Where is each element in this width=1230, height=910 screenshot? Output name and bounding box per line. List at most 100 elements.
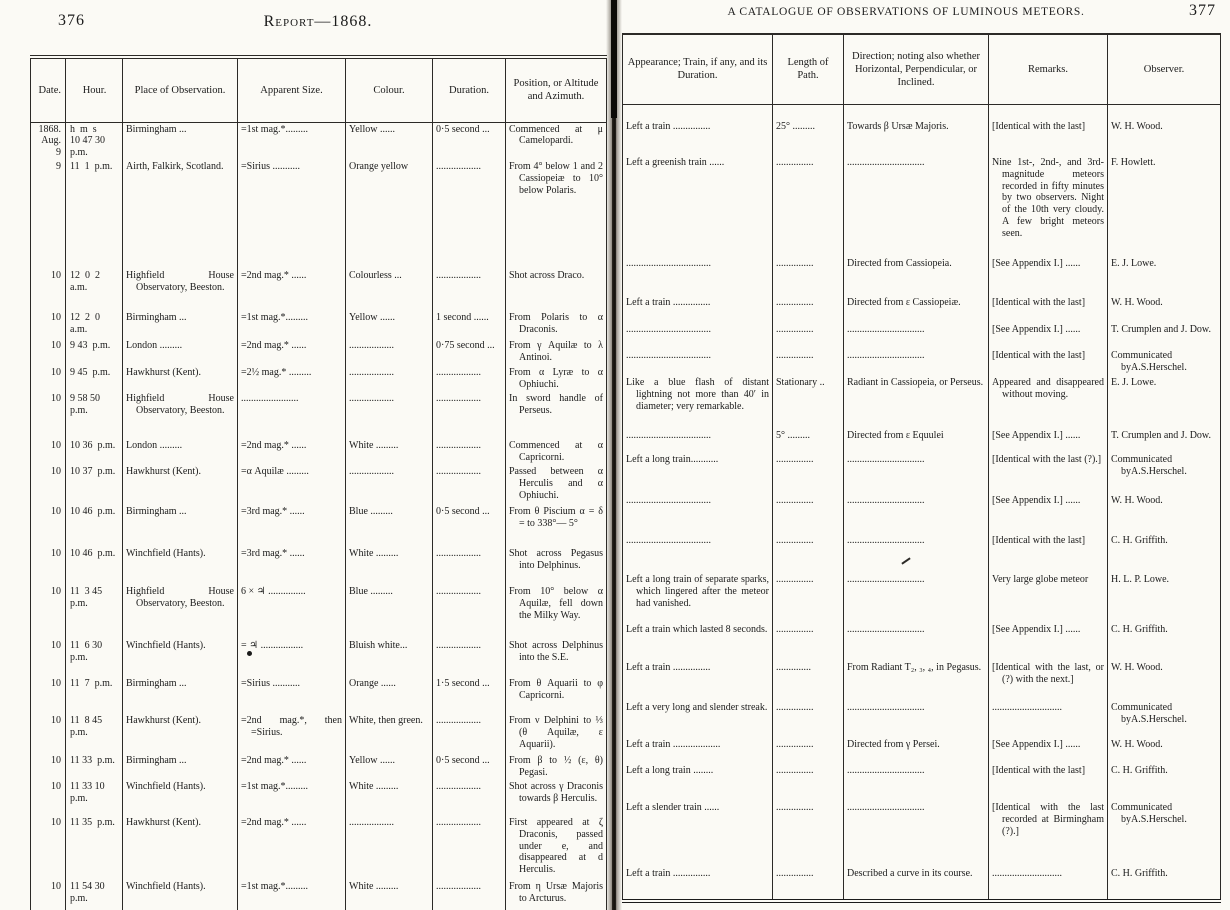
table-cell: [Identical with the last] — [988, 104, 1108, 156]
table-row: Left a long train.......................… — [622, 453, 1221, 494]
table-cell: ............................... — [843, 801, 989, 867]
table-cell: From θ Piscium α = δ = to 338°— 5° — [505, 505, 607, 547]
column-header: Place of Observation. — [122, 57, 238, 123]
table-row: ........................................… — [622, 257, 1221, 296]
column-header: Apparent Size. — [237, 57, 346, 123]
table-cell: ............................... — [843, 453, 989, 494]
header-row: Date. Hour. Place of Observation. Apparent … — [30, 57, 607, 123]
table-cell: 5° ......... — [772, 429, 844, 453]
table-cell: W. H. Wood. — [1107, 661, 1221, 701]
table-row: 10 10 36 p.m. London ......... =2nd mag.* .… — [30, 439, 607, 465]
table-cell: 10 — [30, 392, 66, 439]
table-cell: .............. — [772, 661, 844, 701]
table-cell: First appeared at ζ Draconis, passed und… — [505, 816, 607, 880]
table-cell: 10 — [30, 505, 66, 547]
table-row: 10 11 33 p.m. Birmingham ... =2nd mag.* ...… — [30, 754, 607, 780]
table-cell: ............... — [772, 156, 844, 257]
table-cell: 11 35 p.m. — [65, 816, 123, 880]
table-cell: ............................... — [843, 764, 989, 801]
table-cell: 11 3 45 p.m. — [65, 585, 123, 639]
table-cell: Colourless ... — [345, 269, 433, 311]
table-row: ........................................… — [622, 534, 1221, 573]
table-cell: Winchfield (Hants). — [122, 639, 238, 677]
table-cell: ............... — [772, 867, 844, 901]
table-cell: Nine 1st-, 2nd-, and 3rd-magnitude meteo… — [988, 156, 1108, 257]
table-cell: 1868. Aug. 9 — [30, 122, 66, 160]
table-cell: C. H. Griffith. — [1107, 623, 1221, 661]
table-cell: C. H. Griffith. — [1107, 867, 1221, 901]
table-row: Left a train ............... 25° ........… — [622, 104, 1221, 156]
table-row: 10 9 58 50 p.m. Highfield House Observator… — [30, 392, 607, 439]
table-cell: T. Crumplen and J. Dow. — [1107, 323, 1221, 349]
table-cell: From Radiant T₂, ₃, ₄, in Pegasus. — [843, 661, 989, 701]
column-header: Position, or Altitude and Azimuth. — [505, 57, 607, 123]
table-cell: [See Appendix I.] ...... — [988, 323, 1108, 349]
table-cell: 10 37 p.m. — [65, 465, 123, 505]
table-cell: Hawkhurst (Kent). — [122, 714, 238, 754]
table-cell: ............................ — [988, 701, 1108, 738]
table-cell: [See Appendix I.] ...... — [988, 623, 1108, 661]
table-cell: W. H. Wood. — [1107, 494, 1221, 534]
column-header: Length of Path. — [772, 34, 844, 105]
column-header: Appearance; Train, if any, and its Durat… — [622, 34, 773, 105]
table-cell: .................. — [432, 392, 506, 439]
table-cell: [Identical with the last] — [988, 349, 1108, 376]
table-cell: In sword handle of Perseus. — [505, 392, 607, 439]
table-cell: 10 — [30, 677, 66, 714]
table-cell: .................. — [432, 585, 506, 639]
table-cell: .................................. — [622, 257, 773, 296]
table-row: 10 11 8 45 p.m. Hawkhurst (Kent). =2nd mag.… — [30, 714, 607, 754]
column-header: Remarks. — [988, 34, 1108, 105]
table-cell: ....................... — [237, 392, 346, 439]
table-cell: ............... — [772, 349, 844, 376]
table-cell: Towards β Ursæ Majoris. — [843, 104, 989, 156]
table-cell: ............... — [772, 453, 844, 494]
table-cell: 10 — [30, 780, 66, 816]
page-number-right: 377 — [1189, 2, 1216, 19]
scan-artifact-dot — [247, 651, 252, 656]
table-cell: Hawkhurst (Kent). — [122, 465, 238, 505]
table-cell: 11 7 p.m. — [65, 677, 123, 714]
table-cell: White, then green. — [345, 714, 433, 754]
table-cell: Airth, Falkirk, Scotland. — [122, 160, 238, 269]
table-cell: From α Lyræ to α Ophiuchi. — [505, 366, 607, 392]
table-cell: C. H. Griffith. — [1107, 764, 1221, 801]
table-cell: 25° ......... — [772, 104, 844, 156]
table-row: Left a train ...........................… — [622, 738, 1221, 764]
table-cell: [Identical with the last recorded at Bir… — [988, 801, 1108, 867]
table-body-right: Left a train ............... 25° ........… — [622, 104, 1221, 901]
table-cell: .................................. — [622, 494, 773, 534]
table-cell: 0·5 second ... — [432, 754, 506, 780]
table-cell: 12 0 2 a.m. — [65, 269, 123, 311]
table-cell: =α Aquilæ ......... — [237, 465, 346, 505]
table-cell: = ♃ ................. — [237, 639, 346, 677]
table-cell: T. Crumplen and J. Dow. — [1107, 429, 1221, 453]
table-cell: C. H. Griffith. — [1107, 534, 1221, 573]
table-row: 10 10 46 p.m. Winchfield (Hants). =3rd mag.… — [30, 547, 607, 585]
column-header: Observer. — [1107, 34, 1221, 105]
table-cell: White ......... — [345, 880, 433, 910]
table-cell: From γ Aquilæ to λ Antinoi. — [505, 339, 607, 366]
table-cell: .................. — [345, 366, 433, 392]
table-cell: Radiant in Cassiopeia, or Perseus. — [843, 376, 989, 429]
table-row: 10 11 3 45 p.m. Highfield House Observator… — [30, 585, 607, 639]
table-cell: Shot across Delphinus into the S.E. — [505, 639, 607, 677]
table-cell: Orange ...... — [345, 677, 433, 714]
table-cell: Very large globe meteor — [988, 573, 1108, 623]
table-row: Left a slender train ...................… — [622, 801, 1221, 867]
table-cell: Communicated byA.S.Herschel. — [1107, 701, 1221, 738]
table-cell: Winchfield (Hants). — [122, 880, 238, 910]
table-row: 10 11 54 30 p.m. Winchfield (Hants). =1st m… — [30, 880, 607, 910]
table-cell: .................. — [432, 160, 506, 269]
table-cell: =1st mag.*......... — [237, 880, 346, 910]
table-cell: =3rd mag.* ...... — [237, 547, 346, 585]
table-cell: .................. — [432, 714, 506, 754]
table-cell: W. H. Wood. — [1107, 738, 1221, 764]
table-cell: Communicated byA.S.Herschel. — [1107, 801, 1221, 867]
table-cell: .................................. — [622, 429, 773, 453]
table-cell: White ......... — [345, 439, 433, 465]
table-cell: Left a train ............... — [622, 104, 773, 156]
table-row: 10 11 7 p.m. Birmingham ... =Sirius .......… — [30, 677, 607, 714]
